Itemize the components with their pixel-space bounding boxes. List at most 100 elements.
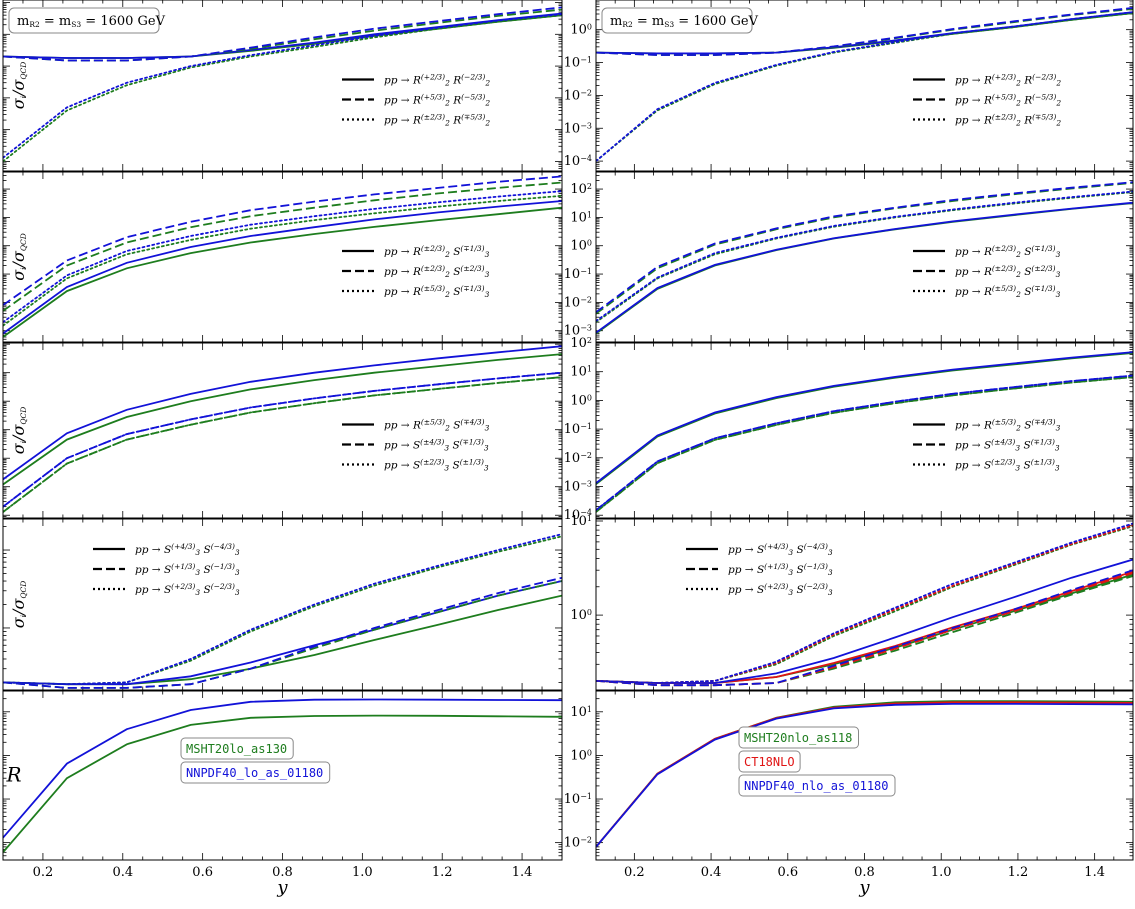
label-part: 2 (444, 79, 450, 88)
label-part: S (164, 584, 171, 596)
label-part: → (745, 564, 754, 576)
pdf-label: MSHT20lo_as130 (186, 742, 287, 756)
label-part: 2 (444, 99, 450, 108)
series-line-solid-blue (3, 698, 562, 839)
label-part: R (1023, 75, 1032, 87)
tick-base: 10 (570, 336, 587, 351)
label-part: pp (955, 286, 969, 298)
label-part: pp (728, 564, 742, 576)
label-part: 3 (828, 548, 833, 557)
legend-entry: pp → R(+5/3)2 R(−5/3)2 (384, 93, 490, 108)
x-axis-label: y (858, 877, 870, 898)
panel-frame (595, 171, 1134, 343)
y-tick-label: 101 (570, 210, 592, 225)
tick-base: 10 (564, 154, 581, 169)
label-part: 2 (484, 99, 490, 108)
label-part: (±2/3) (992, 264, 1016, 273)
series-line-solid-green (596, 573, 1133, 684)
tick-base: 10 (564, 88, 581, 103)
label-part: (±4/3) (420, 438, 444, 447)
label-part: 2 (484, 119, 490, 128)
label-part: (∓5/3) (461, 113, 485, 122)
label-part: R (412, 75, 421, 87)
label-part: 2 (1015, 119, 1021, 128)
legend-entry: pp → R(±2/3)2 R(∓5/3)2 (384, 113, 490, 128)
tick-exp: −1 (580, 56, 592, 65)
label-part: → (972, 420, 981, 432)
label-part: R (452, 115, 461, 127)
ratio-axis-label: R (5, 763, 21, 787)
label-part: pp (728, 544, 742, 556)
y-tick-label: 10−2 (564, 295, 592, 310)
legend-entry: pp → R(±5/3)2 S(∓4/3)3 (955, 418, 1061, 433)
label-part: 3 (235, 588, 240, 597)
pdf-label-box (738, 750, 801, 773)
label-part: (±1/3) (1031, 458, 1055, 467)
series-line-solid-green (3, 206, 562, 338)
label-part: (±5/3) (992, 418, 1016, 427)
series-line-dashed-red (596, 572, 1133, 687)
series-line-dotted-blue (3, 533, 562, 686)
series-line-solid-blue (596, 351, 1133, 484)
mass-annotation-box (8, 7, 160, 34)
tick-base: 10 (564, 295, 581, 310)
tick-base: 10 (564, 792, 581, 807)
label-part: (+4/3) (171, 542, 195, 551)
series-line-dotted-green (3, 14, 562, 163)
label-part: → (745, 544, 754, 556)
y-tick-label: 101 (570, 514, 592, 529)
series-line-dashed-blue (3, 175, 562, 306)
tick-base: 10 (570, 748, 587, 763)
series-line-dotted-green (3, 376, 562, 513)
series-line-dotted-blue (3, 190, 562, 324)
series-group (596, 7, 1133, 162)
panel-frame (2, 0, 563, 172)
legend-entry: pp → S(+2/3)3 S(−2/3)3 (135, 582, 240, 597)
ticks (595, 690, 1134, 861)
label-part: 3 (484, 464, 489, 473)
label-part: 2 (1055, 119, 1061, 128)
y-tick-label: 10−2 (564, 88, 592, 103)
label-part: 3 (788, 548, 793, 557)
tick-base: 10 (564, 121, 581, 136)
label-part: = 1600 GeV (674, 14, 758, 29)
tick-base: 10 (564, 267, 581, 282)
series-line-solid-blue (3, 200, 562, 335)
panel-frame (2, 171, 563, 343)
label-part: R (983, 95, 992, 107)
legend-entry: pp → R(±5/3)2 S(∓1/3)3 (955, 284, 1061, 299)
tick-base: 10 (570, 23, 587, 38)
label-part: 2 (1015, 424, 1021, 433)
label-part: /σ (9, 424, 28, 443)
tick-base: 10 (564, 508, 581, 523)
legend-entry: pp → R(±5/3)2 S(∓4/3)3 (384, 418, 490, 433)
y-tick-label: 100 (570, 239, 592, 254)
y-tick-label: 10−4 (564, 154, 592, 169)
label-part: (−2/3) (461, 73, 485, 82)
series-line-dashed-blue (596, 7, 1133, 56)
label-part: → (745, 584, 754, 596)
label-part: pp (955, 95, 969, 107)
label-part: (∓1/3) (460, 284, 484, 293)
panel-frame (595, 342, 1134, 519)
tick-base: 10 (570, 608, 587, 623)
pdf-label: NNPDF40_nlo_as_01180 (744, 779, 889, 793)
label-part: = m (40, 14, 71, 29)
label-part: 2 (1015, 99, 1021, 108)
series-group (596, 351, 1133, 513)
label-part: pp (384, 286, 398, 298)
label-part: 2 (1015, 290, 1021, 299)
y-tick-label: 102 (570, 182, 592, 197)
pdf-label: NNPDF40_lo_as_01180 (186, 766, 323, 780)
label-part: (−5/3) (461, 93, 485, 102)
y-tick-label: 100 (570, 393, 592, 408)
label-part: S (984, 440, 991, 452)
label-part: R (1023, 95, 1032, 107)
legend-entry: pp → S(+2/3)3 S(−2/3)3 (728, 582, 833, 597)
series-line-solid-blue (3, 580, 562, 686)
label-part: 3 (484, 444, 489, 453)
label-part: (−1/3) (211, 562, 235, 571)
y-axis-label: σi/σQCD (9, 62, 28, 110)
pdf-label-box (180, 737, 294, 760)
